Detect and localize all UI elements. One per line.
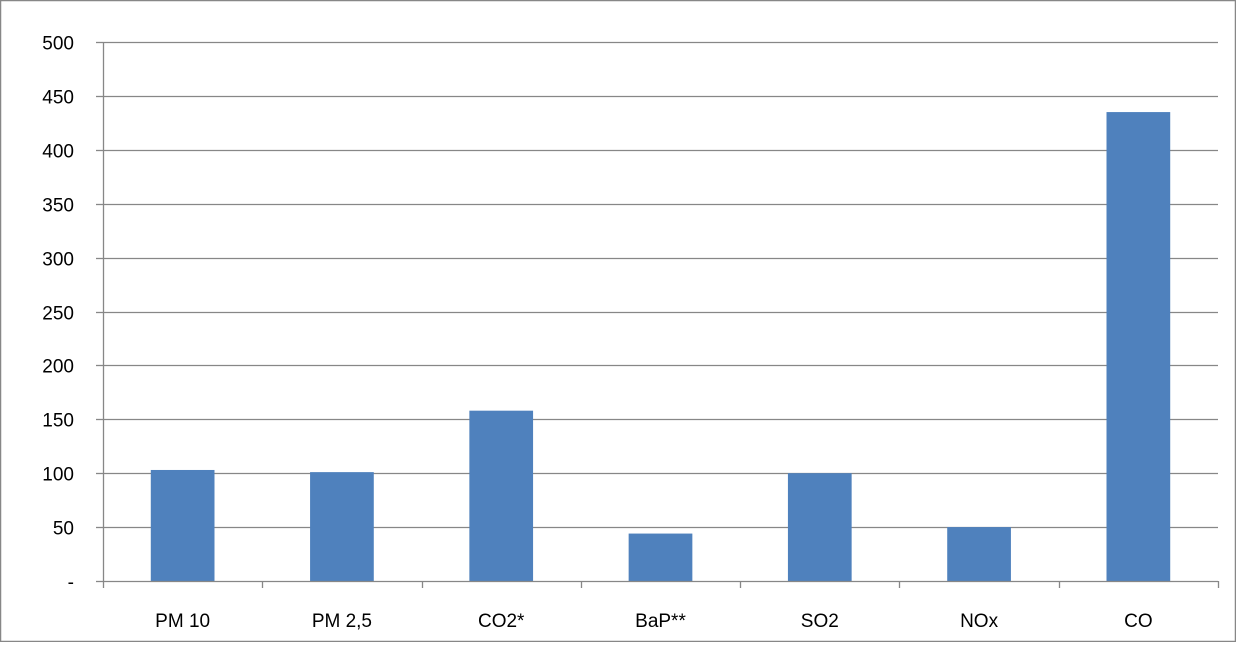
bar-pm-2-5 xyxy=(310,472,374,581)
y-tick-label: 150 xyxy=(42,411,74,432)
x-tick-label: CO2* xyxy=(478,611,525,632)
y-tick-label: 450 xyxy=(42,88,74,109)
x-tick-labels: PM 10 PM 2,5 CO2* BaP** SO2 NOx CO xyxy=(155,611,1152,632)
bar-bap xyxy=(628,533,693,581)
y-tick-labels: - 50 100 150 200 250 300 350 400 450 500 xyxy=(42,34,74,594)
x-tick-label: PM 2,5 xyxy=(312,611,372,632)
y-tick-label: 400 xyxy=(42,142,74,163)
x-tick-label: PM 10 xyxy=(155,611,210,632)
y-tick-label: 250 xyxy=(42,304,74,325)
bar-nox xyxy=(947,527,1011,581)
y-tick-label: 200 xyxy=(42,357,74,378)
x-tick-label: CO xyxy=(1124,611,1153,632)
y-tick-label: 100 xyxy=(42,465,74,486)
y-tick-label: - xyxy=(68,573,74,594)
bar-so2 xyxy=(787,473,852,581)
y-tick-label: 50 xyxy=(53,519,74,540)
y-tick-label: 300 xyxy=(42,250,74,271)
x-tick-label: SO2 xyxy=(801,611,839,632)
bar-co xyxy=(1106,112,1171,581)
y-tick-label: 350 xyxy=(42,196,74,217)
x-tick-label: BaP** xyxy=(635,611,686,632)
axes xyxy=(96,41,1220,588)
gridlines xyxy=(103,41,1218,529)
bar-pm-10 xyxy=(150,469,215,581)
x-tick-label: NOx xyxy=(960,611,999,632)
bar-co2 xyxy=(469,410,534,581)
y-tick-label: 500 xyxy=(42,34,74,55)
bars xyxy=(150,112,1171,581)
